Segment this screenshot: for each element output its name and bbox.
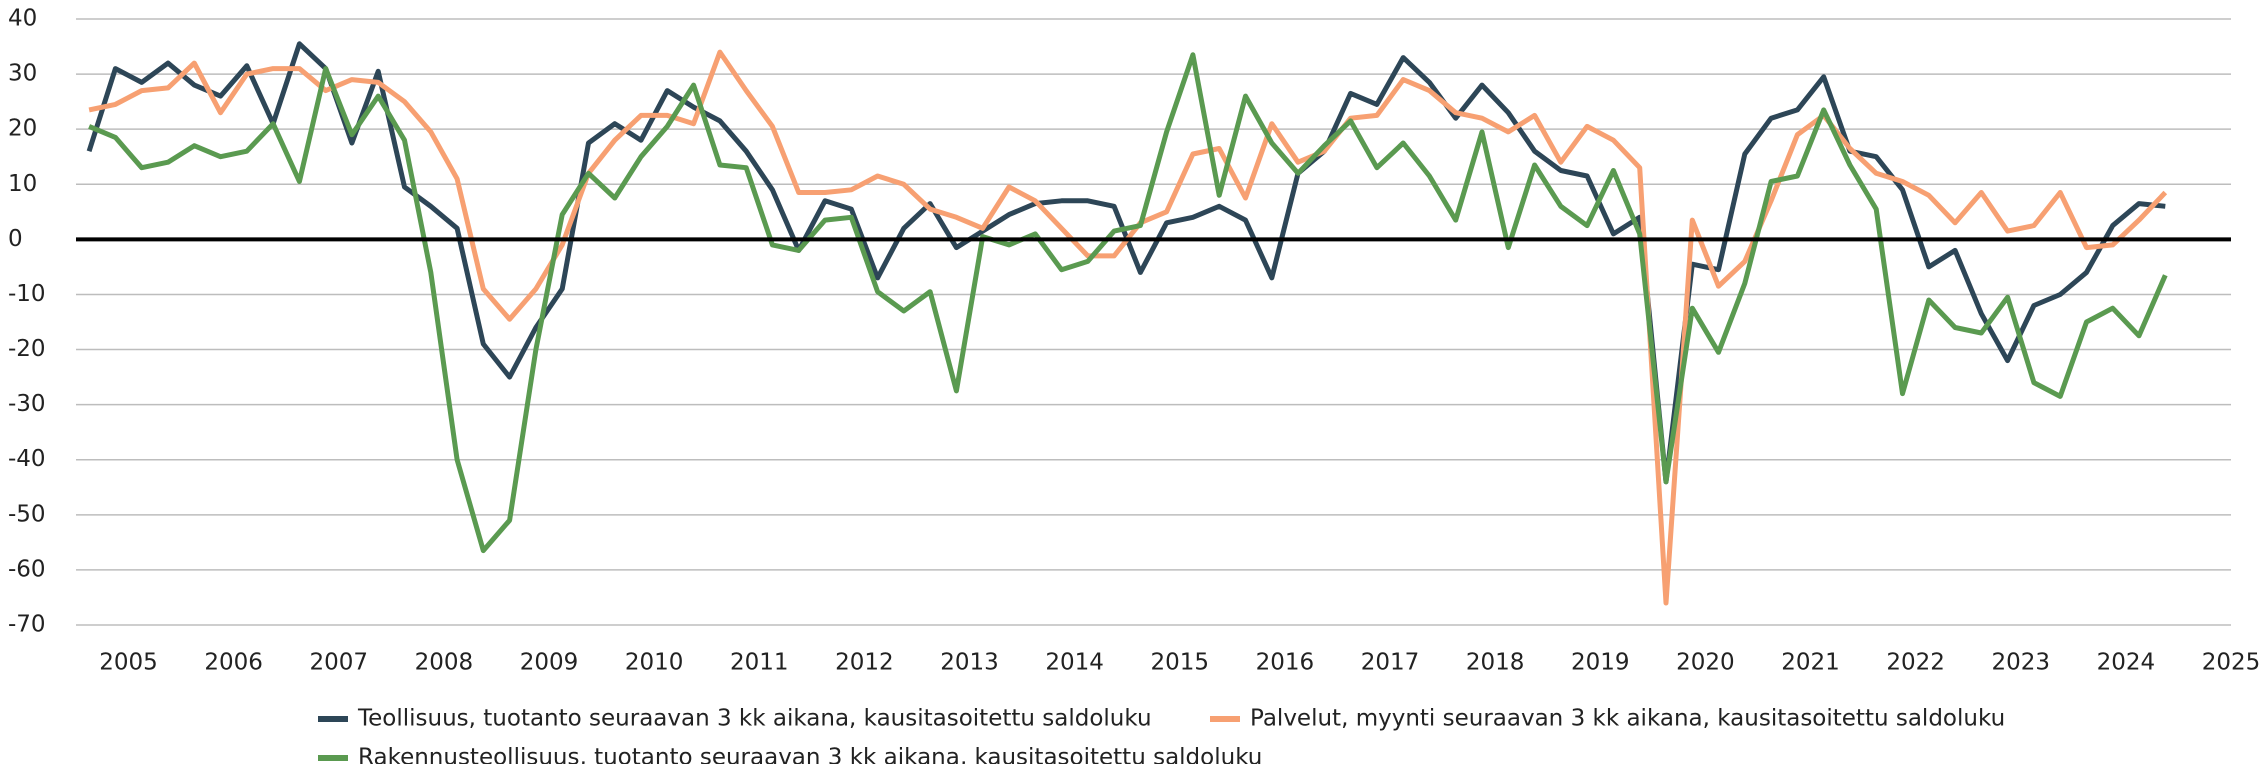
legend-label: Teollisuus, tuotanto seuraavan 3 kk aika… — [357, 706, 1152, 732]
x-tick-label: 2024 — [2097, 650, 2156, 676]
x-tick-label: 2019 — [1571, 650, 1630, 676]
x-tick-label: 2013 — [940, 650, 999, 676]
x-tick-label: 2012 — [835, 650, 894, 676]
y-tick-label: -30 — [8, 391, 46, 417]
x-tick-label: 2005 — [99, 650, 158, 676]
y-tick-label: -40 — [8, 446, 46, 472]
y-tick-label: 20 — [8, 116, 37, 142]
x-tick-label: 2008 — [415, 650, 474, 676]
x-tick-label: 2025 — [2202, 650, 2261, 676]
y-tick-label: 10 — [8, 171, 37, 197]
x-tick-label: 2018 — [1466, 650, 1525, 676]
x-tick-label: 2006 — [204, 650, 263, 676]
y-tick-label: 30 — [8, 61, 37, 87]
x-tick-label: 2021 — [1781, 650, 1840, 676]
y-tick-label: 0 — [8, 226, 23, 252]
x-tick-label: 2011 — [730, 650, 789, 676]
data-line — [88, 52, 2168, 554]
x-tick-label: 2010 — [625, 650, 684, 676]
x-tick-label: 2022 — [1886, 650, 1945, 676]
x-tick-label: 2015 — [1151, 650, 1210, 676]
legend-label: Rakennusteollisuus, tuotanto seuraavan 3… — [358, 745, 1262, 765]
data-line — [86, 41, 2166, 485]
y-tick-label: -20 — [8, 336, 46, 362]
x-tick-label: 2007 — [310, 650, 369, 676]
x-tick-label: 2020 — [1676, 650, 1735, 676]
x-tick-label: 2017 — [1361, 650, 1420, 676]
legend-label: Palvelut, myynti seuraavan 3 kk aikana, … — [1250, 706, 2005, 732]
y-tick-label: -10 — [8, 281, 46, 307]
x-tick-label: 2023 — [1991, 650, 2050, 676]
y-tick-label: -50 — [8, 501, 46, 527]
x-tick-label: 2016 — [1256, 650, 1315, 676]
x-tick-label: 2014 — [1045, 650, 1104, 676]
y-tick-label: 40 — [8, 6, 37, 32]
y-tick-label: -70 — [8, 612, 46, 638]
x-tick-label: 2009 — [520, 650, 579, 676]
y-tick-label: -60 — [8, 556, 46, 582]
